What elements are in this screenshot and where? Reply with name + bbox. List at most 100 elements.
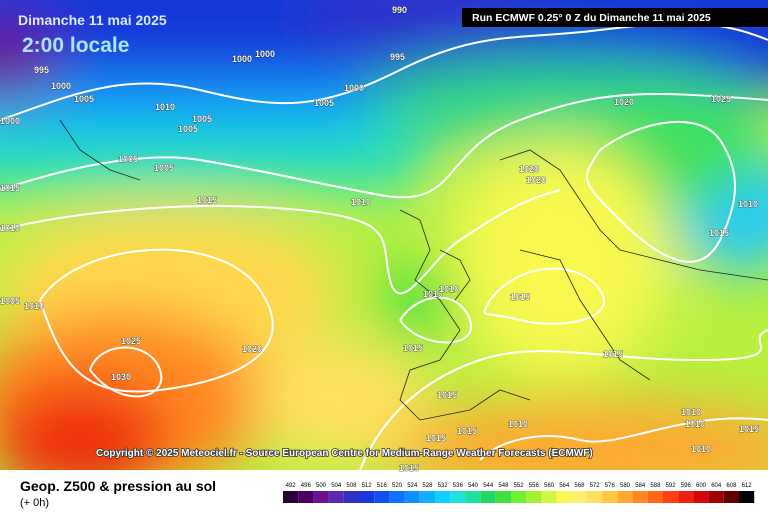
scale-label: 576 bbox=[605, 483, 616, 489]
scale-label: 500 bbox=[316, 483, 327, 489]
isobar-label: 1015 bbox=[510, 292, 530, 302]
isobar-label: 1005 bbox=[154, 163, 174, 173]
scale-label: 560 bbox=[544, 483, 555, 489]
copyright: Copyright © 2025 Meteociel.fr - Source E… bbox=[96, 448, 593, 459]
isobar-label: 1015 bbox=[437, 390, 457, 400]
scale-swatch bbox=[723, 491, 739, 503]
scale-label: 608 bbox=[726, 483, 737, 489]
isobar-label: 1015 bbox=[709, 228, 729, 238]
scale-label: 600 bbox=[696, 483, 707, 489]
scale-label: 612 bbox=[742, 483, 753, 489]
scale-swatch bbox=[708, 491, 724, 503]
isobar-label: 1015 bbox=[0, 183, 20, 193]
scale-label: 604 bbox=[711, 483, 722, 489]
isobar-label: 1015 bbox=[399, 463, 419, 473]
isobar-label: 1005 bbox=[74, 94, 94, 104]
scale-label: 580 bbox=[620, 483, 631, 489]
isobar-label: 1015 bbox=[403, 343, 423, 353]
scale-label: 512 bbox=[362, 483, 373, 489]
scale-label: 548 bbox=[498, 483, 509, 489]
isobar-label: 1015 bbox=[197, 195, 217, 205]
isobar-label: 1005 bbox=[314, 98, 334, 108]
isobar-label: 1030 bbox=[111, 372, 131, 382]
color-scale: 492 496 500 504 508 512 516 520 524 528 532 536 540 5… bbox=[283, 483, 755, 503]
scale-label: 532 bbox=[438, 483, 449, 489]
scale-swatch bbox=[739, 491, 755, 503]
isobar-label: 1010 bbox=[681, 407, 701, 417]
isobar-label: 1020 bbox=[242, 344, 262, 354]
isobar-label: 1005 bbox=[0, 296, 20, 306]
scale-label: 524 bbox=[407, 483, 418, 489]
isobar-label: 1010 bbox=[423, 289, 443, 299]
scale-swatch bbox=[511, 491, 527, 503]
scale-swatch bbox=[632, 491, 648, 503]
isobar-label: 1010 bbox=[0, 223, 20, 233]
isobar-label: 1010 bbox=[685, 419, 705, 429]
isobar-label: 1000 bbox=[51, 81, 71, 91]
scale-swatch bbox=[328, 491, 344, 503]
scale-swatch bbox=[495, 491, 511, 503]
isobar-label: 1000 bbox=[255, 49, 275, 59]
scale-swatch bbox=[480, 491, 496, 503]
isobar-label: 1015 bbox=[603, 349, 623, 359]
scale-swatch bbox=[526, 491, 542, 503]
scale-label: 504 bbox=[331, 483, 342, 489]
isobar-label: 1020 bbox=[614, 97, 634, 107]
scale-swatch bbox=[450, 491, 466, 503]
scale-swatch bbox=[419, 491, 435, 503]
scale-label: 528 bbox=[422, 483, 433, 489]
scale-swatch bbox=[359, 491, 375, 503]
scale-label: 520 bbox=[392, 483, 403, 489]
scale-swatch bbox=[435, 491, 451, 503]
isobar-label: 1010 bbox=[691, 444, 711, 454]
scale-swatch bbox=[298, 491, 314, 503]
isobar-label: 1010 bbox=[351, 197, 371, 207]
isobar-label: 1010 bbox=[439, 284, 459, 294]
isobar-label: 1020 bbox=[519, 164, 539, 174]
footer-step: (+ 0h) bbox=[20, 497, 49, 509]
scale-label: 564 bbox=[559, 483, 570, 489]
date: Dimanche 11 mai 2025 bbox=[18, 12, 167, 28]
field bbox=[0, 0, 768, 470]
scale-label: 588 bbox=[650, 483, 661, 489]
scale-label: 592 bbox=[666, 483, 677, 489]
scale-swatch bbox=[389, 491, 405, 503]
isobar-label: 995 bbox=[34, 65, 49, 75]
isobar-label: 1015 bbox=[457, 426, 477, 436]
scale-swatch bbox=[678, 491, 694, 503]
scale-swatch bbox=[313, 491, 329, 503]
scale-swatch bbox=[587, 491, 603, 503]
isobar-label: 1000 bbox=[232, 54, 252, 64]
scale-label: 540 bbox=[468, 483, 479, 489]
run-info: Run ECMWF 0.25° 0 Z du Dimanche 11 mai 2… bbox=[472, 12, 711, 24]
scale-swatch bbox=[283, 491, 299, 503]
scale-label: 492 bbox=[286, 483, 297, 489]
isobar-label: 1015 bbox=[739, 424, 759, 434]
scale-label: 584 bbox=[635, 483, 646, 489]
isobar-label: 1005 bbox=[192, 114, 212, 124]
isobar-label: 1020 bbox=[526, 175, 546, 185]
coastlines bbox=[59, 119, 768, 421]
scale-swatch bbox=[617, 491, 633, 503]
scale-swatch bbox=[556, 491, 572, 503]
scale-swatch bbox=[571, 491, 587, 503]
scale-label: 544 bbox=[483, 483, 494, 489]
scale-swatch bbox=[647, 491, 663, 503]
isobar-label: 1000 bbox=[344, 83, 364, 93]
run-box bbox=[462, 8, 768, 27]
isobar-label: 1005 bbox=[118, 154, 138, 164]
isobar-label: 1025 bbox=[711, 94, 731, 104]
scale-label: 556 bbox=[529, 483, 540, 489]
scale-swatch bbox=[343, 491, 359, 503]
scale-swatch bbox=[693, 491, 709, 503]
scale-swatch bbox=[404, 491, 420, 503]
scale-swatch bbox=[602, 491, 618, 503]
scale-swatch bbox=[541, 491, 557, 503]
scale-swatch bbox=[465, 491, 481, 503]
scale-swatch bbox=[374, 491, 390, 503]
scale-label: 552 bbox=[514, 483, 525, 489]
scale-label: 496 bbox=[301, 483, 312, 489]
scale-label: 516 bbox=[377, 483, 388, 489]
scale-label: 596 bbox=[681, 483, 692, 489]
